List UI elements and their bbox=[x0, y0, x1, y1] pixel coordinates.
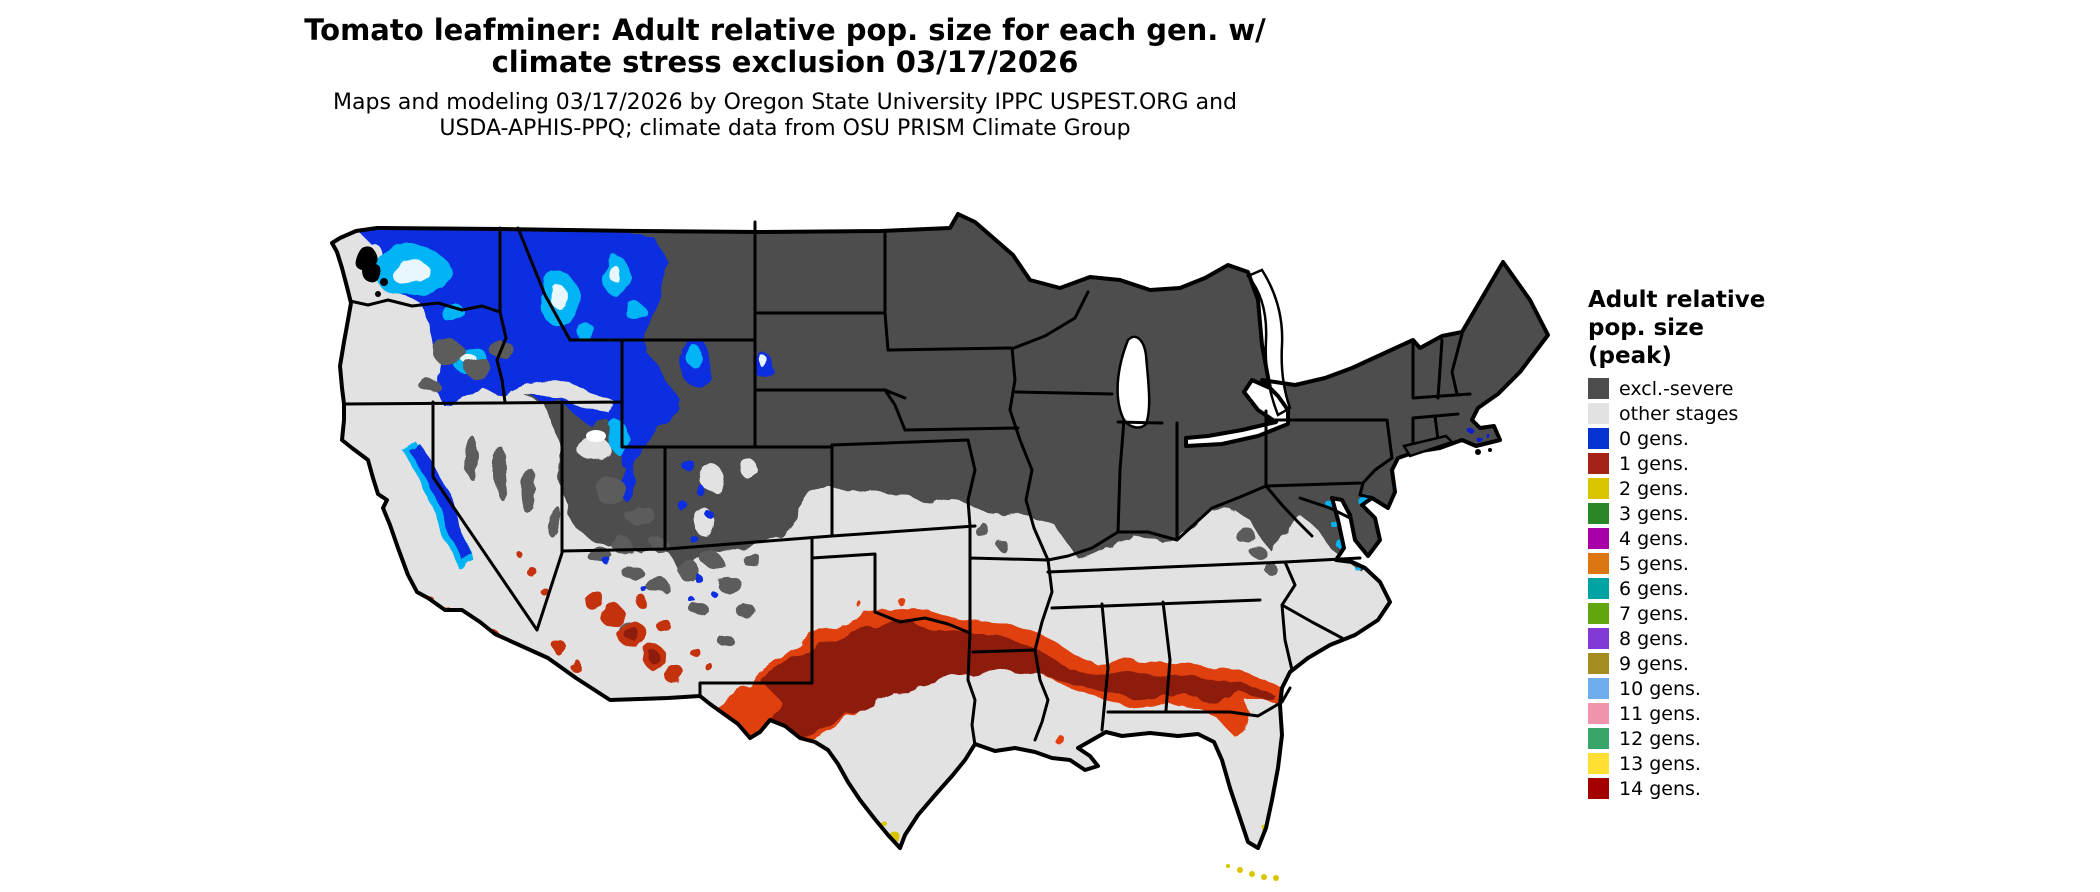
legend-item: 11 gens. bbox=[1588, 702, 1808, 725]
legend-item-label: 3 gens. bbox=[1619, 502, 1689, 525]
long-island bbox=[1402, 434, 1455, 458]
legend-item-label: 4 gens. bbox=[1619, 527, 1689, 550]
legend: Adult relative pop. size (peak) excl.-se… bbox=[1588, 286, 1808, 800]
legend-swatch bbox=[1588, 428, 1609, 449]
legend-swatch bbox=[1588, 403, 1609, 424]
page-title: Tomato leafminer: Adult relative pop. si… bbox=[0, 14, 1570, 78]
florida-keys-dots bbox=[1226, 864, 1279, 881]
legend-title-line-2: pop. size bbox=[1588, 315, 1705, 341]
legend-title-line-3: (peak) bbox=[1588, 343, 1672, 369]
legend-item: other stages bbox=[1588, 402, 1808, 425]
legend-item-label: 13 gens. bbox=[1619, 752, 1701, 775]
legend-item: 14 gens. bbox=[1588, 777, 1808, 800]
map-layer-2-gens bbox=[881, 821, 1274, 848]
legend-item: 13 gens. bbox=[1588, 752, 1808, 775]
legend-swatch bbox=[1588, 653, 1609, 674]
legend-item: 1 gens. bbox=[1588, 452, 1808, 475]
legend-item: 3 gens. bbox=[1588, 502, 1808, 525]
legend-item-label: 6 gens. bbox=[1619, 577, 1689, 600]
legend-swatch bbox=[1588, 528, 1609, 549]
legend-swatch bbox=[1588, 453, 1609, 474]
legend-item-label: 9 gens. bbox=[1619, 652, 1689, 675]
us-outline bbox=[330, 212, 1550, 850]
puget-sound-inlets bbox=[355, 246, 1492, 455]
legend-item: 6 gens. bbox=[1588, 577, 1808, 600]
legend-item: 9 gens. bbox=[1588, 652, 1808, 675]
state-borders bbox=[342, 220, 1472, 747]
legend-item-label: 1 gens. bbox=[1619, 452, 1689, 475]
legend-item-label: 0 gens. bbox=[1619, 427, 1689, 450]
legend-swatch bbox=[1588, 503, 1609, 524]
legend-items: excl.-severe other stages 0 gens. 1 gens… bbox=[1588, 377, 1808, 800]
legend-item: 12 gens. bbox=[1588, 727, 1808, 750]
legend-item-label: excl.-severe bbox=[1619, 377, 1734, 400]
legend-item: 0 gens. bbox=[1588, 427, 1808, 450]
legend-item: 2 gens. bbox=[1588, 477, 1808, 500]
legend-swatch bbox=[1588, 553, 1609, 574]
legend-item-label: other stages bbox=[1619, 402, 1739, 425]
lake-huron-sliver bbox=[1245, 268, 1292, 417]
subtitle-line-1: Maps and modeling 03/17/2026 by Oregon S… bbox=[333, 90, 1237, 115]
legend-item-label: 7 gens. bbox=[1619, 602, 1689, 625]
legend-swatch bbox=[1588, 728, 1609, 749]
subtitle-line-2: USDA-APHIS-PPQ; climate data from OSU PR… bbox=[439, 116, 1131, 141]
legend-item-label: 5 gens. bbox=[1619, 552, 1689, 575]
great-lakes bbox=[1116, 268, 1292, 429]
legend-title-line-1: Adult relative bbox=[1588, 287, 1766, 313]
legend-item: 7 gens. bbox=[1588, 602, 1808, 625]
great-salt-lake bbox=[586, 430, 606, 442]
legend-item: 8 gens. bbox=[1588, 627, 1808, 650]
legend-swatch bbox=[1588, 378, 1609, 399]
legend-item-label: 12 gens. bbox=[1619, 727, 1701, 750]
legend-item-label: 11 gens. bbox=[1619, 702, 1701, 725]
legend-item: 10 gens. bbox=[1588, 677, 1808, 700]
legend-item: 4 gens. bbox=[1588, 527, 1808, 550]
legend-swatch bbox=[1588, 578, 1609, 599]
legend-item-label: 8 gens. bbox=[1619, 627, 1689, 650]
legend-swatch bbox=[1588, 603, 1609, 624]
legend-swatch bbox=[1588, 703, 1609, 724]
legend-swatch bbox=[1588, 678, 1609, 699]
legend-item-label: 2 gens. bbox=[1619, 477, 1689, 500]
legend-item-label: 10 gens. bbox=[1619, 677, 1701, 700]
legend-item: excl.-severe bbox=[1588, 377, 1808, 400]
legend-swatch bbox=[1588, 628, 1609, 649]
legend-item: 5 gens. bbox=[1588, 552, 1808, 575]
title-line-2: climate stress exclusion 03/17/2026 bbox=[491, 45, 1079, 79]
legend-item-label: 14 gens. bbox=[1619, 777, 1701, 800]
legend-swatch bbox=[1588, 778, 1609, 799]
legend-swatch bbox=[1588, 753, 1609, 774]
legend-title: Adult relative pop. size (peak) bbox=[1588, 286, 1808, 370]
legend-swatch bbox=[1588, 478, 1609, 499]
page-subtitle: Maps and modeling 03/17/2026 by Oregon S… bbox=[0, 90, 1570, 142]
title-line-1: Tomato leafminer: Adult relative pop. si… bbox=[304, 13, 1266, 47]
